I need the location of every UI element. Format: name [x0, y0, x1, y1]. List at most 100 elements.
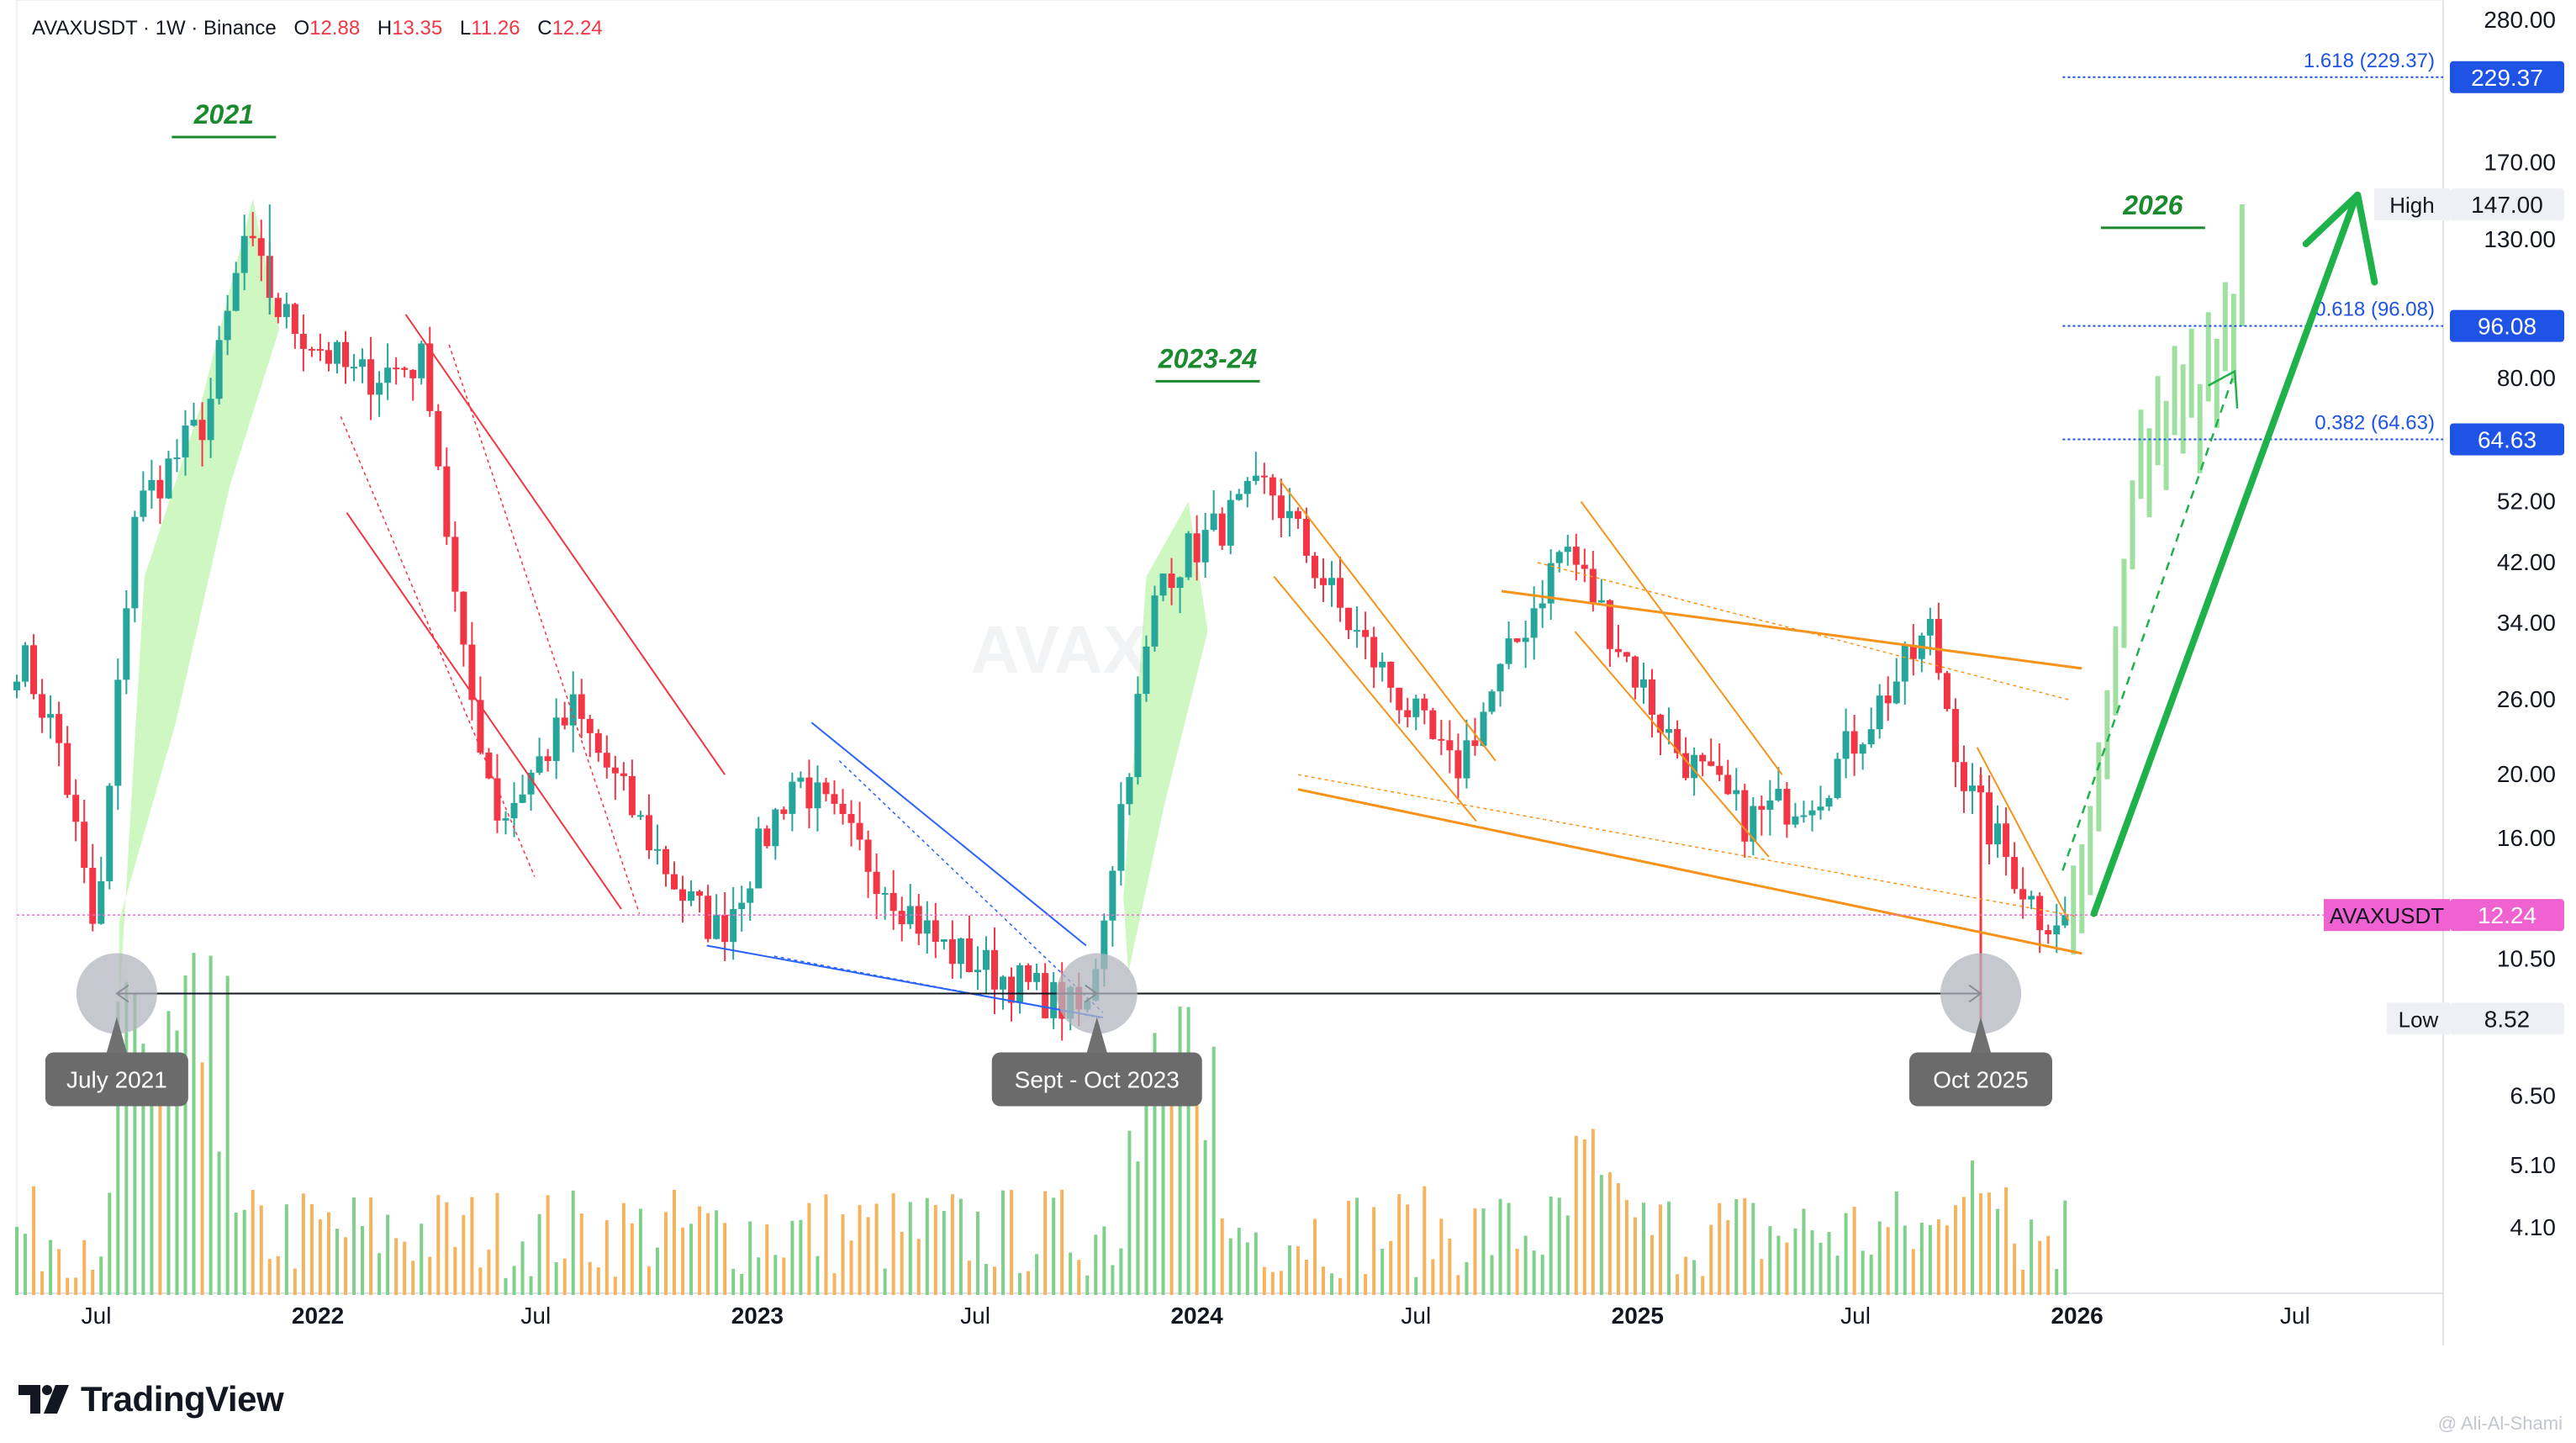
price-tick-label: 52.00 [2497, 488, 2556, 514]
dashed-projection-arrowhead [2208, 369, 2239, 409]
volume-bar [32, 1186, 36, 1295]
price-tag-box [2374, 188, 2450, 221]
high-value: 13.35 [392, 17, 443, 40]
volume-bar [1312, 1218, 1317, 1295]
candle-body [1302, 518, 1310, 556]
candle-body [215, 340, 223, 399]
price-badge-box [2450, 1002, 2564, 1035]
price-tag-label: High [2389, 193, 2434, 218]
candle-body [1859, 744, 1866, 754]
volume-bar [841, 1214, 845, 1295]
volume-bar [166, 1011, 171, 1295]
candle-body [1294, 510, 1301, 519]
candle-body [696, 891, 704, 896]
candle-body [1876, 695, 1883, 730]
price-tick-label: 26.00 [2497, 686, 2556, 712]
volume-bar [1549, 1197, 1553, 1295]
candle-body [1800, 815, 1808, 817]
candle-body [636, 815, 644, 817]
candle-body [1008, 976, 1016, 1003]
volume-bar [1936, 1219, 1940, 1295]
candle-body [1168, 574, 1175, 589]
candle-body [485, 753, 493, 779]
volume-bar [1448, 1238, 1452, 1295]
volume-bar [1439, 1218, 1444, 1295]
candle-body [1783, 789, 1791, 825]
volume-bar [1565, 1215, 1570, 1295]
time-tick-label: Jul [1401, 1303, 1431, 1329]
volume-bar [866, 1217, 870, 1295]
candle-body [1438, 738, 1445, 741]
candle-body [1235, 494, 1243, 500]
projected-candle [2163, 400, 2169, 490]
volume-bar [1473, 1208, 1477, 1295]
plot-frame [16, 0, 2444, 1294]
candle-body [628, 775, 636, 816]
volume-bar [217, 1151, 221, 1295]
volume-bar [2046, 1235, 2051, 1295]
volume-bar [1338, 1277, 1343, 1295]
volume-bar [1650, 1234, 1655, 1295]
volume-bar [1987, 1192, 1992, 1295]
candle-body [620, 773, 627, 776]
price-badge-value: 229.37 [2471, 65, 2543, 91]
volume-bar [1178, 1006, 1182, 1295]
candle-body [2053, 925, 2061, 935]
candle-body [1834, 758, 1841, 799]
candle-body [1210, 513, 1217, 531]
price-tag-box [2387, 1002, 2450, 1035]
price-tick-label: 20.00 [2497, 761, 2556, 787]
volume-bar [1220, 1218, 1224, 1295]
volume-bar [1961, 1197, 1966, 1295]
volume-layer [15, 953, 2067, 1295]
volume-bar [900, 1231, 904, 1295]
volume-bar [1406, 1204, 1410, 1295]
candle-body [957, 938, 964, 965]
projected-candle [2155, 376, 2161, 466]
close-label: C [537, 17, 552, 40]
candle-body [1337, 578, 1344, 608]
time-tick-label: 2023 [731, 1303, 784, 1329]
candle-body [190, 420, 198, 426]
volume-bar [748, 1221, 752, 1295]
candle-body [578, 694, 585, 719]
highlight-circle [1056, 953, 1138, 1034]
volume-bar [1928, 1224, 1932, 1295]
volume-bar [1228, 1238, 1233, 1295]
callout-box [1909, 1052, 2053, 1107]
callout-pointer [1971, 1017, 1992, 1053]
candle-body [1277, 495, 1285, 519]
candle-body [1555, 552, 1563, 563]
volume-bar [1270, 1271, 1275, 1295]
candle-body [915, 906, 922, 934]
author-watermark: @ Ali-Al-Shami [2437, 1413, 2563, 1434]
tradingview-logo[interactable]: TradingView [18, 1379, 284, 1419]
volume-bar [554, 1261, 558, 1295]
orange-wedge-upper [1501, 589, 2082, 670]
candle-body [401, 367, 409, 370]
candle-body [299, 334, 307, 349]
candle-body [990, 949, 998, 990]
candle-body [1117, 804, 1125, 871]
projected-candle [2088, 806, 2093, 896]
callout-label: July 2021 [66, 1067, 167, 1093]
volume-bar [209, 955, 213, 1295]
volume-bar [520, 1241, 525, 1295]
volume-bar [874, 1203, 879, 1295]
callout-pointer [106, 1017, 127, 1053]
volume-bar [1776, 1235, 1781, 1295]
candle-body [1446, 740, 1454, 751]
volume-bar [621, 1202, 626, 1295]
volume-bar [301, 1193, 305, 1295]
volume-bar [630, 1223, 634, 1295]
volume-bar [1347, 1201, 1351, 1295]
blue-wedge-lower [706, 944, 1104, 1019]
candle-body [342, 341, 350, 367]
candle-body [165, 458, 172, 499]
volume-bar [1052, 1197, 1056, 1295]
volume-bar [124, 981, 129, 1295]
candle-body [351, 367, 358, 369]
candle-body [1699, 754, 1707, 762]
high-label: H [377, 17, 393, 40]
candle-body [1926, 619, 1934, 636]
